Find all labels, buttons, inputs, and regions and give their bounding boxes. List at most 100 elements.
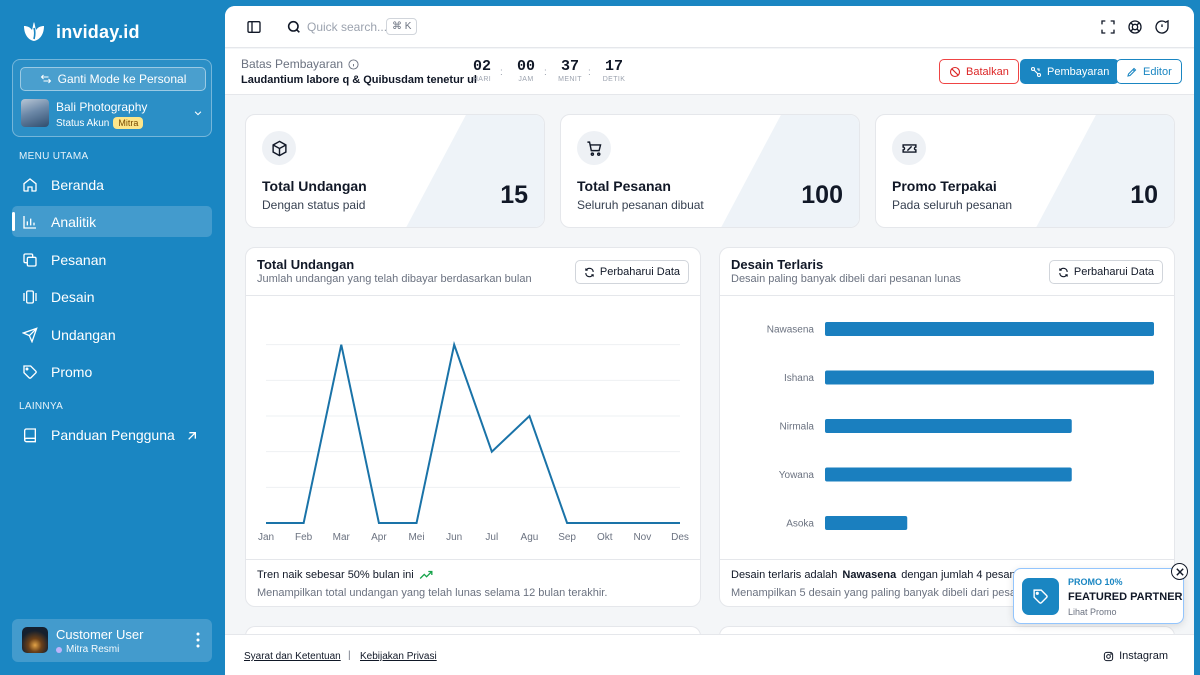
brand-name: inviday.id [56,21,140,42]
stat-card-undangan: Total Undangan Dengan status paid 15 [245,114,545,228]
sidebar-toggle-icon[interactable] [246,19,262,35]
instagram-icon [1103,651,1114,661]
countdown-hours: 00 JAM [511,58,541,83]
switch-mode-button[interactable]: Ganti Mode ke Personal [20,67,206,91]
payment-button[interactable]: Pembayaran [1020,59,1120,84]
sidebar-item-undangan[interactable]: Undangan [12,319,212,350]
cancel-label: Batalkan [966,65,1009,78]
payment-label: Pembayaran [1047,65,1110,78]
payment-icon [1030,66,1042,77]
top-design-text: Desain terlaris adalah Nawasena dengan j… [731,569,1031,581]
x-tick-label: Agu [521,532,539,543]
main-content: Quick search... ⌘ K Batas Pembayaran Lau… [225,6,1194,675]
chart-icon [23,215,36,229]
instagram-link[interactable]: Instagram [1103,650,1168,662]
copy-icon [23,252,37,267]
switch-mode-label: Ganti Mode ke Personal [57,72,187,86]
search-icon[interactable] [286,19,302,35]
deadline-title-label: Batas Pembayaran [241,57,344,71]
sidebar-item-pesanan[interactable]: Pesanan [12,244,212,275]
fullscreen-icon[interactable] [1100,19,1116,35]
sidebar-item-analitik[interactable]: Analitik [12,206,212,237]
help-icon[interactable] [1127,19,1143,35]
bar-chart: Nawasena Ishana Nirmala Yowana Asoka [767,322,1154,530]
bar [825,419,1072,433]
user-card[interactable]: Customer User Mitra Resmi [12,619,212,662]
deadline-title: Batas Pembayaran [241,57,359,71]
search-input[interactable]: Quick search... [307,20,388,34]
x-tick-label: Nov [633,532,651,543]
countdown-label: DETIK [602,76,626,83]
refresh-icon [1059,267,1068,277]
brand[interactable]: inviday.id [22,20,140,44]
stat-icon [892,131,926,165]
close-icon[interactable] [1171,563,1188,580]
sidebar-item-label: Desain [51,288,95,305]
sidebar-item-label: Panduan Pengguna [51,426,175,443]
promo-link[interactable]: Lihat Promo [1068,607,1117,617]
invitations-chart-panel: Total Undangan Jumlah undangan yang tela… [245,247,701,607]
footer-separator: | [348,650,351,661]
deadline-subtitle: Laudantium labore q & Quibusdam tenetur … [241,74,477,86]
user-name: Customer User [56,627,144,642]
countdown-value: 02 [472,58,491,75]
cancel-button[interactable]: Batalkan [939,59,1019,84]
editor-button[interactable]: Editor [1116,59,1182,84]
page-footer: Syarat dan Ketentuan | Kebijakan Privasi… [225,634,1194,675]
x-tick-label: Jun [446,532,462,543]
x-tick-label: Apr [371,532,387,543]
account-status: Status Akun Mitra [56,117,144,129]
promo-tag: PROMO 10% [1068,577,1123,587]
y-tick-label: Nirmala [780,422,815,433]
promo-toast[interactable]: PROMO 10% FEATURED PARTNER Lihat Promo [1013,568,1184,624]
account-thumbnail [21,99,49,127]
status-badge: Mitra [113,117,144,129]
info-icon[interactable] [348,58,359,70]
stat-card-pesanan: Total Pesanan Seluruh pesanan dibuat 100 [560,114,860,228]
x-tick-label: Okt [597,532,613,543]
top-design-suffix: dengan jumlah 4 pesanan. [901,569,1031,581]
chevron-down-icon[interactable] [193,108,203,118]
trending-up-icon [419,570,433,579]
y-tick-label: Yowana [779,470,815,481]
x-tick-label: Des [671,532,689,543]
stat-title: Promo Terpakai [892,178,997,194]
pen-icon [1127,67,1137,77]
top-design-name: Nawasena [842,569,897,581]
stat-title: Total Undangan [262,178,367,194]
sidebar-item-beranda[interactable]: Beranda [12,169,212,200]
stat-value: 10 [1130,181,1158,209]
sidebar-item-promo[interactable]: Promo [12,356,212,387]
sidebar-item-panduan[interactable]: Panduan Pengguna [12,419,212,450]
bar [825,322,1154,336]
stat-value: 100 [801,181,843,209]
series-line [266,340,680,524]
refresh-button[interactable]: Perbaharui Data [574,260,689,284]
countdown-separator: : [588,67,591,78]
refresh-label: Perbaharui Data [1073,266,1154,278]
terms-link[interactable]: Syarat dan Ketentuan [244,651,341,662]
panel-header: Desain Terlaris Desain paling banyak dib… [720,248,1174,296]
panel-description: Jumlah undangan yang telah dibayar berda… [257,273,532,285]
refresh-button[interactable]: Perbaharui Data [1048,260,1163,284]
search-shortcut: ⌘ K [386,18,418,35]
sidebar-item-label: Promo [51,363,93,380]
section-label-other: LAINNYA [19,401,64,412]
privacy-link[interactable]: Kebijakan Privasi [360,651,437,662]
feedback-icon[interactable] [1154,19,1170,35]
sidebar-item-label: Undangan [51,326,116,343]
sidebar-item-desain[interactable]: Desain [12,281,212,312]
gallery-icon [23,289,37,304]
brand-logo-icon [24,22,44,41]
panel-footer: Desain terlaris adalah Nawasena dengan j… [720,559,1174,606]
countdown-label: HARI [472,76,492,83]
panel-footer: Tren naik sebesar 50% bulan ini Menampil… [246,559,700,606]
promo-tag-icon [1022,578,1059,615]
user-role-label: Mitra Resmi [66,644,120,655]
topbar: Quick search... ⌘ K [225,6,1194,48]
more-vertical-icon[interactable] [196,632,200,648]
stat-icon [577,131,611,165]
sidebar-item-label: Analitik [51,213,97,230]
stat-subtitle: Seluruh pesanan dibuat [577,198,704,212]
account-status-label: Status Akun [56,117,110,129]
